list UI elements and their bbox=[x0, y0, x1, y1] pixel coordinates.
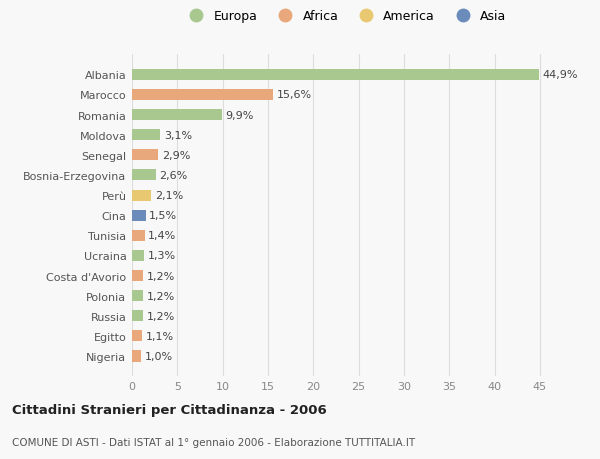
Text: 1,2%: 1,2% bbox=[146, 291, 175, 301]
Bar bbox=[132, 270, 143, 281]
Text: 1,5%: 1,5% bbox=[149, 211, 178, 221]
Text: 2,6%: 2,6% bbox=[159, 171, 187, 180]
Bar bbox=[132, 230, 145, 241]
Text: 1,2%: 1,2% bbox=[146, 271, 175, 281]
Bar bbox=[132, 210, 146, 221]
Bar bbox=[132, 150, 158, 161]
Bar bbox=[132, 130, 160, 141]
Bar bbox=[132, 330, 142, 341]
Text: 1,1%: 1,1% bbox=[146, 331, 174, 341]
Bar bbox=[132, 70, 539, 81]
Text: 44,9%: 44,9% bbox=[542, 70, 578, 80]
Text: 1,3%: 1,3% bbox=[148, 251, 176, 261]
Bar bbox=[132, 250, 144, 262]
Text: 1,4%: 1,4% bbox=[148, 231, 176, 241]
Bar bbox=[132, 190, 151, 201]
Bar bbox=[132, 90, 274, 101]
Bar bbox=[132, 351, 141, 362]
Legend: Europa, Africa, America, Asia: Europa, Africa, America, Asia bbox=[184, 10, 506, 23]
Bar bbox=[132, 311, 143, 322]
Text: 9,9%: 9,9% bbox=[226, 110, 254, 120]
Text: 15,6%: 15,6% bbox=[277, 90, 312, 100]
Text: 2,9%: 2,9% bbox=[162, 151, 190, 161]
Text: 2,1%: 2,1% bbox=[155, 190, 183, 201]
Bar bbox=[132, 110, 222, 121]
Text: 3,1%: 3,1% bbox=[164, 130, 192, 140]
Text: COMUNE DI ASTI - Dati ISTAT al 1° gennaio 2006 - Elaborazione TUTTITALIA.IT: COMUNE DI ASTI - Dati ISTAT al 1° gennai… bbox=[12, 437, 415, 447]
Text: Cittadini Stranieri per Cittadinanza - 2006: Cittadini Stranieri per Cittadinanza - 2… bbox=[12, 403, 327, 416]
Bar bbox=[132, 291, 143, 302]
Text: 1,0%: 1,0% bbox=[145, 351, 173, 361]
Text: 1,2%: 1,2% bbox=[146, 311, 175, 321]
Bar bbox=[132, 170, 155, 181]
